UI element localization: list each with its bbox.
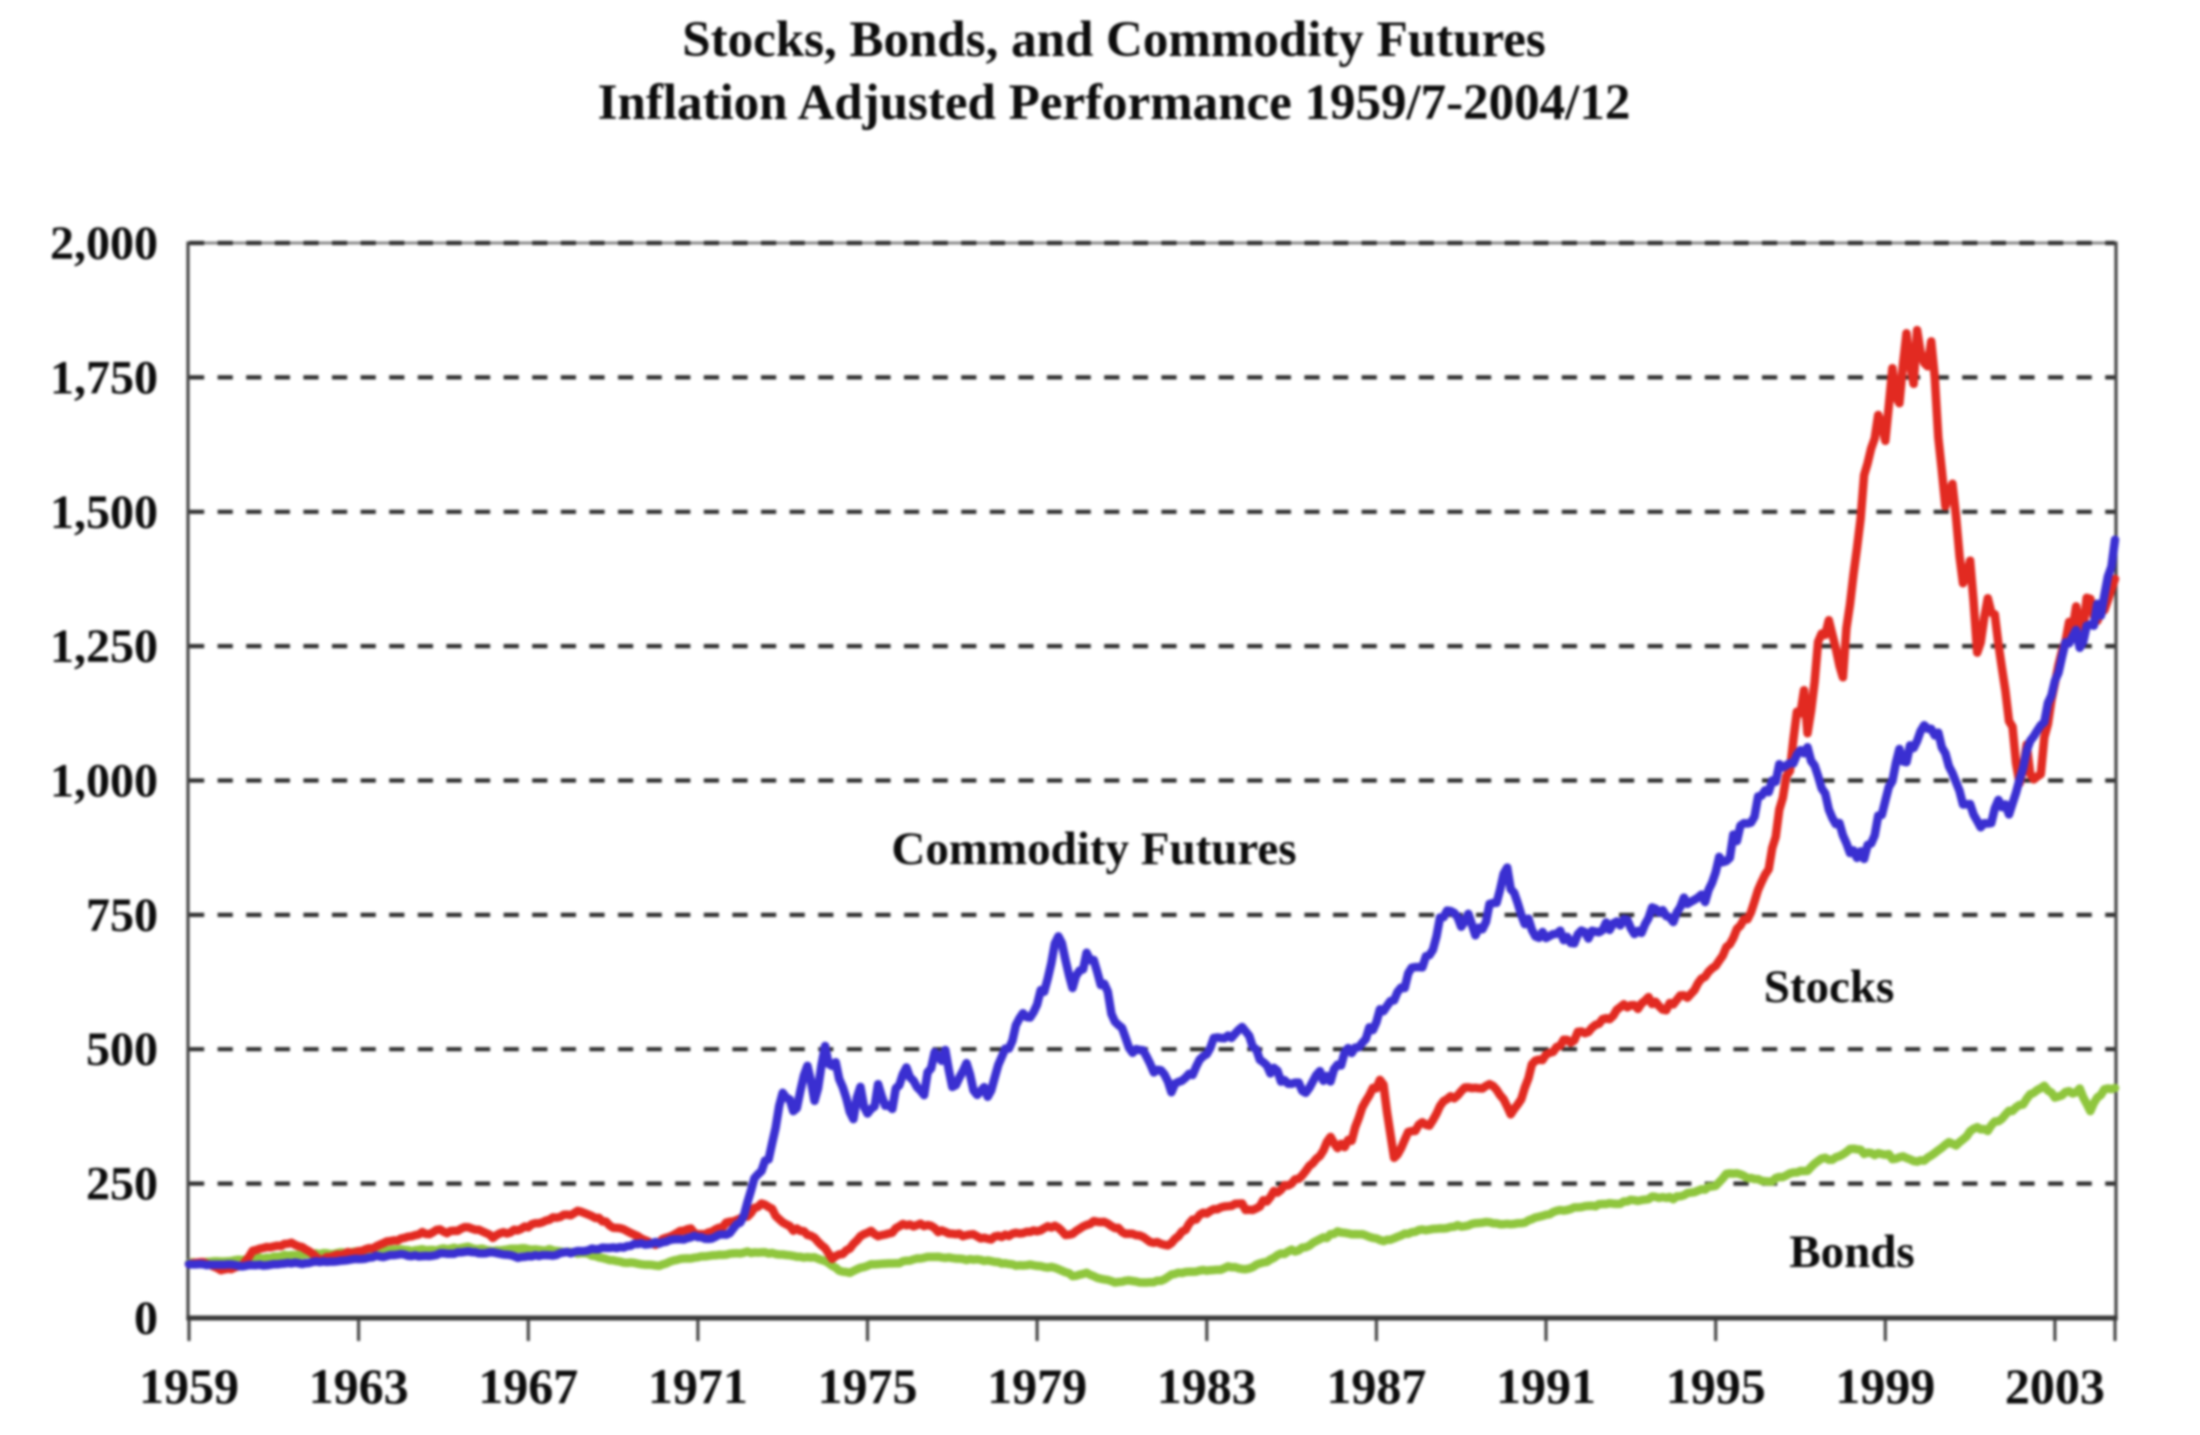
svg-text:Bonds: Bonds bbox=[1789, 1226, 1914, 1278]
svg-text:Stocks, Bonds, and Commodity F: Stocks, Bonds, and Commodity Futures bbox=[682, 12, 1545, 68]
svg-text:1995: 1995 bbox=[1666, 1358, 1766, 1414]
svg-text:1971: 1971 bbox=[648, 1358, 748, 1414]
svg-text:1,500: 1,500 bbox=[50, 486, 158, 539]
svg-text:250: 250 bbox=[86, 1158, 158, 1211]
svg-text:750: 750 bbox=[86, 889, 158, 942]
svg-text:0: 0 bbox=[134, 1292, 158, 1345]
svg-text:1991: 1991 bbox=[1496, 1358, 1596, 1414]
svg-text:1987: 1987 bbox=[1326, 1358, 1426, 1414]
svg-text:1,250: 1,250 bbox=[50, 620, 158, 673]
svg-text:2003: 2003 bbox=[2005, 1358, 2105, 1414]
svg-text:1967: 1967 bbox=[478, 1358, 578, 1414]
svg-text:1963: 1963 bbox=[309, 1358, 409, 1414]
svg-text:1999: 1999 bbox=[1835, 1358, 1935, 1414]
svg-text:1,000: 1,000 bbox=[50, 755, 158, 808]
svg-text:Inflation Adjusted Performance: Inflation Adjusted Performance 1959/7-20… bbox=[598, 75, 1631, 131]
svg-text:2,000: 2,000 bbox=[50, 217, 158, 270]
svg-text:1959: 1959 bbox=[139, 1358, 239, 1414]
svg-text:1,750: 1,750 bbox=[50, 351, 158, 404]
svg-text:1979: 1979 bbox=[987, 1358, 1087, 1414]
svg-text:Commodity Futures: Commodity Futures bbox=[891, 823, 1296, 875]
svg-text:1983: 1983 bbox=[1157, 1358, 1257, 1414]
svg-text:1975: 1975 bbox=[818, 1358, 918, 1414]
svg-text:500: 500 bbox=[86, 1023, 158, 1076]
svg-text:Stocks: Stocks bbox=[1764, 961, 1895, 1013]
